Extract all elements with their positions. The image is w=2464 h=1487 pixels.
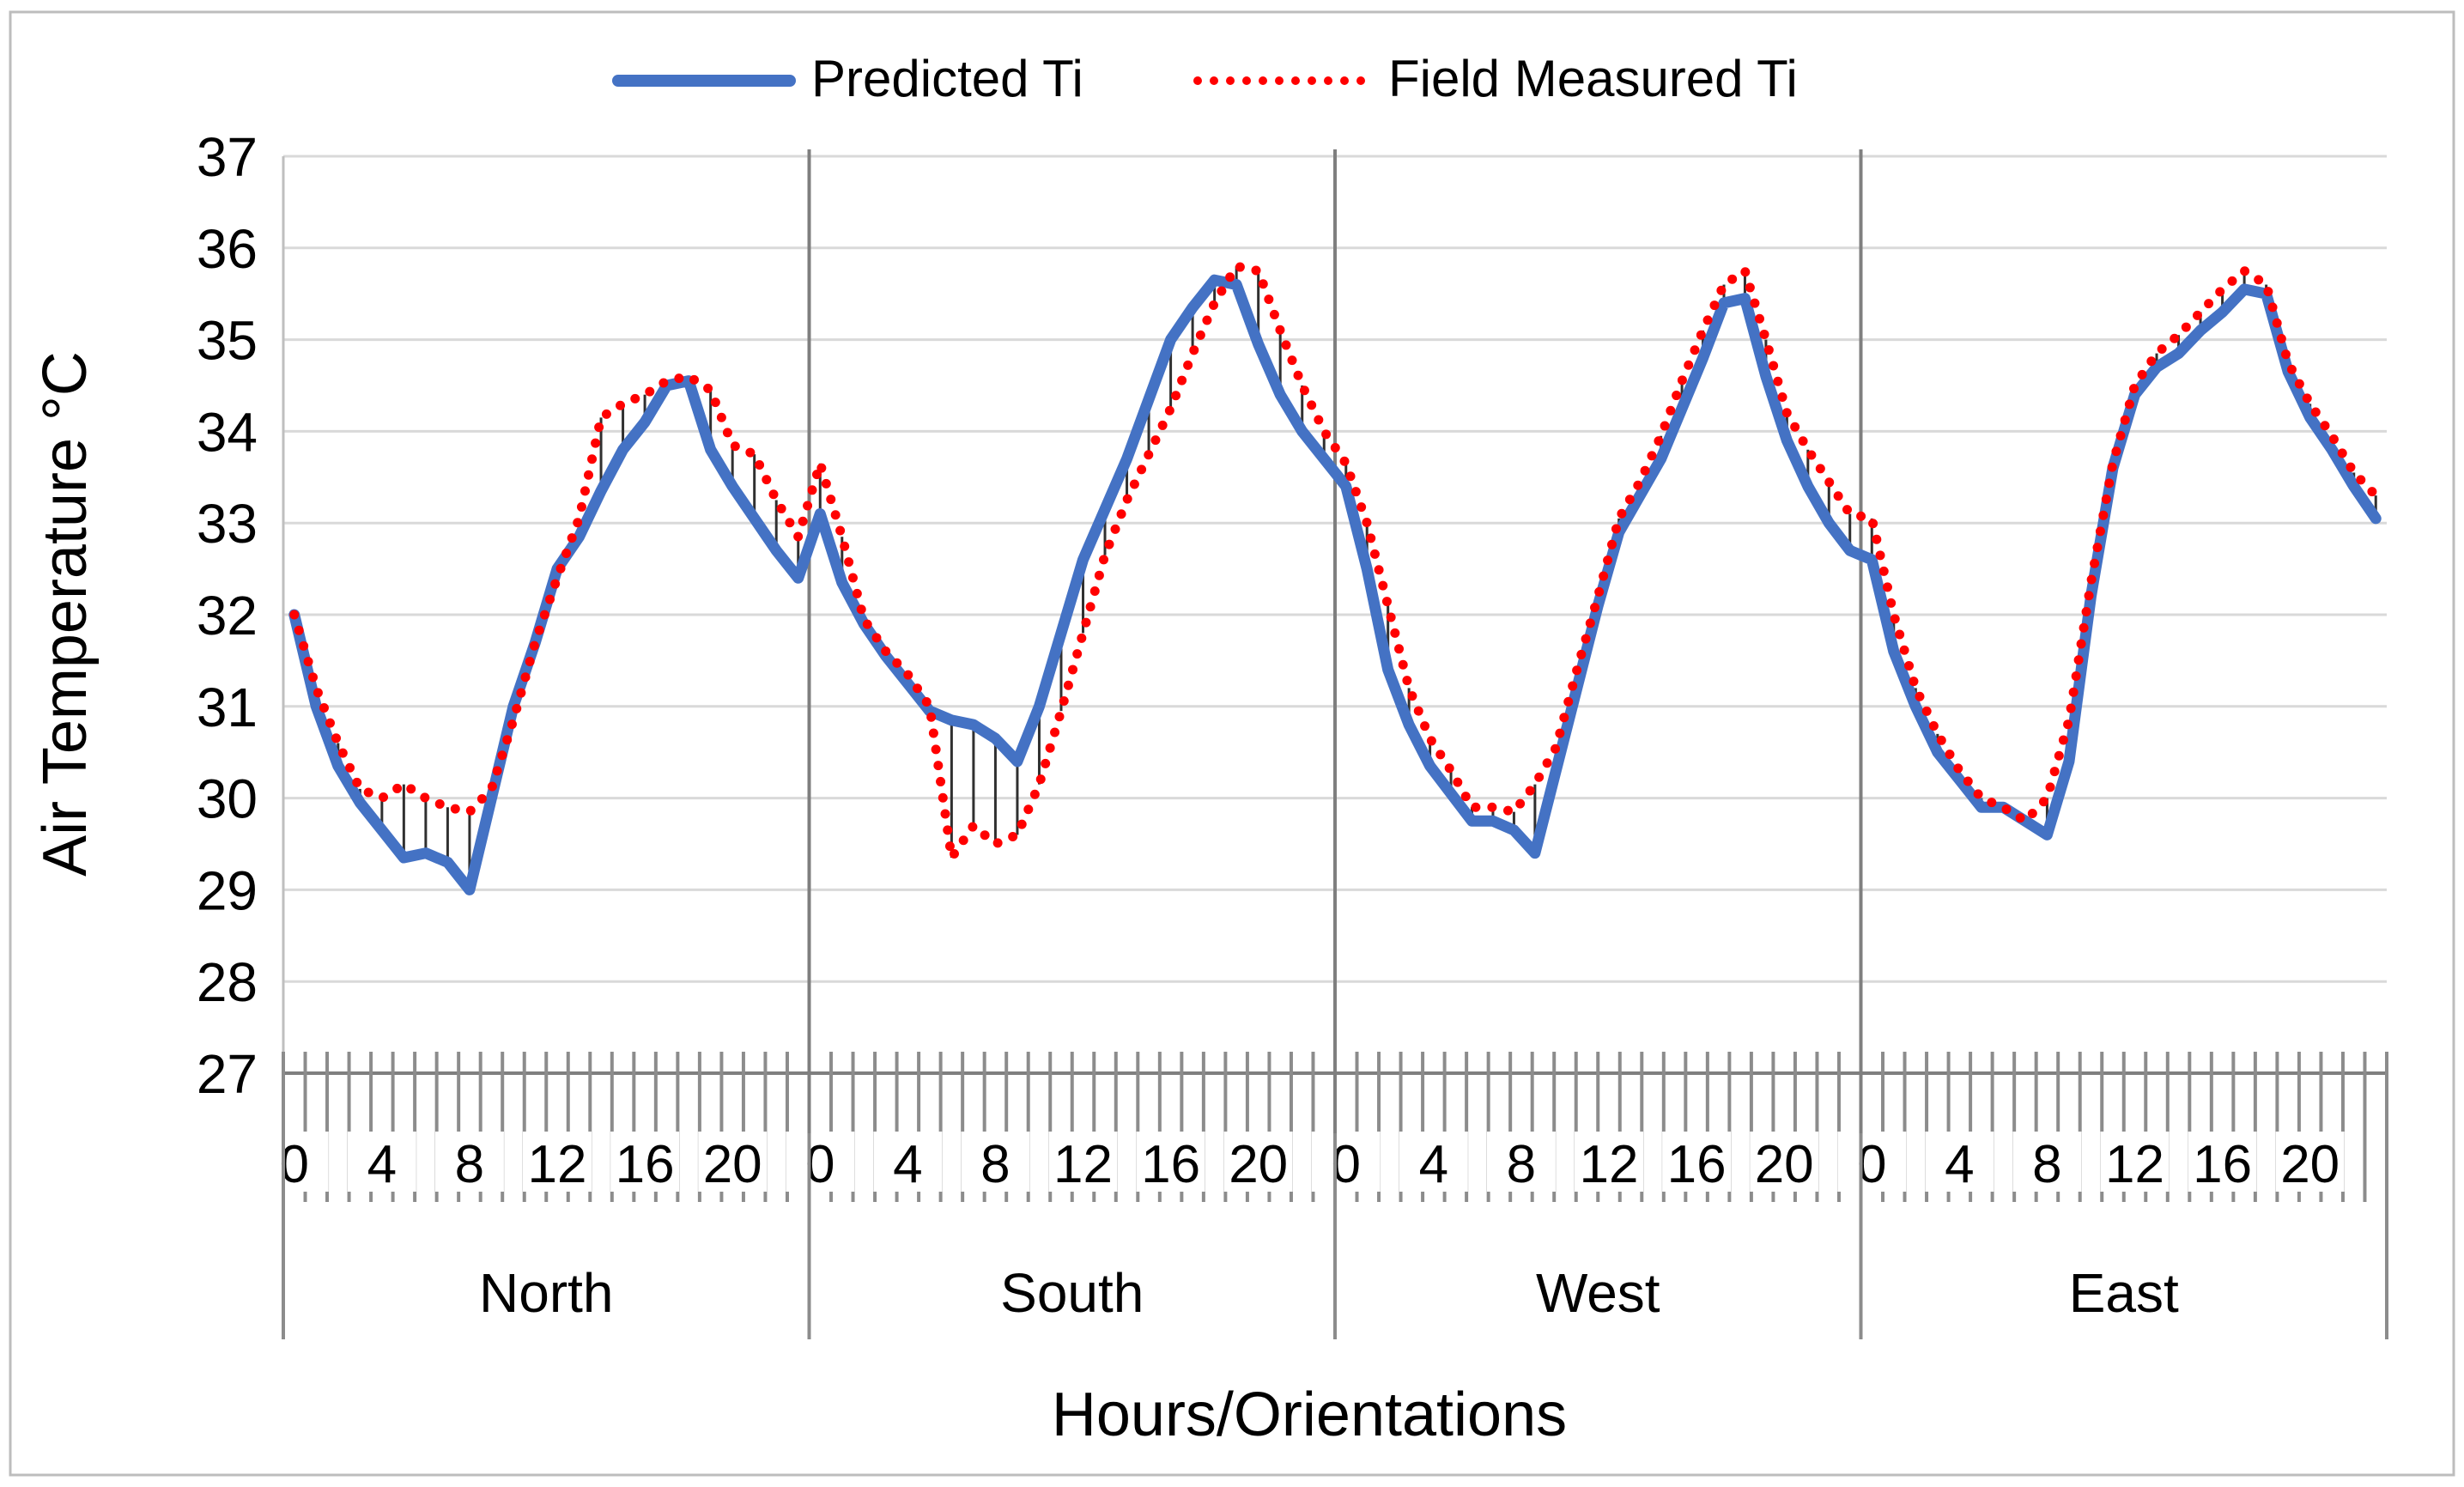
hour-tick-label: 20 (1229, 1135, 1288, 1194)
hour-tick-label: 4 (893, 1135, 922, 1194)
series-measured (289, 260, 2381, 871)
y-tick-label: 34 (197, 401, 258, 463)
tick-label-bg (347, 1132, 416, 1192)
y-tick-label: 30 (197, 768, 258, 830)
series-predicted (288, 274, 2382, 895)
y-axis: 27 28 29 30 31 32 33 34 35 36 37 (197, 126, 285, 1105)
hour-tick-label: 12 (1053, 1135, 1113, 1194)
measured-line (289, 260, 2381, 871)
tick-label-bg (1486, 1132, 1556, 1192)
hour-tick-label: 4 (367, 1135, 397, 1194)
tick-label-bg (1662, 1132, 1732, 1192)
tick-label-bg (786, 1132, 855, 1192)
tick-label-bg (961, 1132, 1030, 1192)
hour-tick-label: 16 (1667, 1135, 1727, 1194)
tick-label-bg (1136, 1132, 1205, 1192)
hour-tick-label: 16 (2193, 1135, 2252, 1194)
group-label: North (479, 1262, 614, 1324)
hour-tick-label: 16 (616, 1135, 675, 1194)
y-tick-label: 35 (197, 310, 258, 372)
y-tick-label: 32 (197, 585, 258, 646)
y-tick-label: 27 (197, 1043, 258, 1105)
tick-label-bg (610, 1132, 680, 1192)
tick-label-bg (1750, 1132, 1819, 1192)
tick-label-bg (2100, 1132, 2170, 1192)
y-tick-label: 37 (197, 126, 258, 188)
y-tick-label: 36 (197, 218, 258, 280)
tick-label-bg (259, 1132, 329, 1192)
hour-tick-label: 4 (1419, 1135, 1448, 1194)
predicted-line (288, 274, 2382, 895)
legend-label-predicted: Predicted Ti (811, 50, 1083, 107)
hour-tick-label: 4 (1945, 1135, 1974, 1194)
hour-tick-label: 8 (980, 1135, 1010, 1194)
hour-tick-label: 12 (2105, 1135, 2164, 1194)
tick-label-bg (698, 1132, 768, 1192)
hour-tick-label: 8 (2032, 1135, 2061, 1194)
tick-label-bg (2275, 1132, 2345, 1192)
y-tick-label: 28 (197, 951, 258, 1013)
hour-tick-label: 20 (2280, 1135, 2340, 1194)
group-label: South (1000, 1262, 1144, 1324)
y-axis-title: Air Temperature °C (31, 351, 100, 877)
y-tick-label: 29 (197, 859, 258, 921)
hour-tick-label: 12 (528, 1135, 587, 1194)
tick-label-bg (2012, 1132, 2082, 1192)
hour-tick-label: 20 (1755, 1135, 1814, 1194)
tick-label-bg (523, 1132, 592, 1192)
tick-label-bg (2188, 1132, 2257, 1192)
group-label: West (1536, 1262, 1660, 1324)
x-axis-title: Hours/Orientations (1052, 1381, 1567, 1449)
tick-label-bg (873, 1132, 943, 1192)
hour-tick-label: 12 (1580, 1135, 1639, 1194)
tick-label-bg (1311, 1132, 1381, 1192)
y-tick-label: 31 (197, 677, 258, 738)
chart-frame (9, 10, 2455, 1477)
y-tick-label: 33 (197, 493, 258, 555)
hour-tick-label: 8 (455, 1135, 484, 1194)
tick-label-bg (1223, 1132, 1293, 1192)
hour-tick-label: 8 (1507, 1135, 1536, 1194)
tick-label-bg (1399, 1132, 1468, 1192)
tick-label-bg (1048, 1132, 1118, 1192)
legend: Predicted Ti Field Measured Ti (612, 50, 1798, 107)
tick-label-bg (434, 1132, 504, 1192)
hour-tick-label: 16 (1141, 1135, 1200, 1194)
tick-label-bg (1837, 1132, 1907, 1192)
hour-tick-label: 20 (703, 1135, 762, 1194)
tick-label-bg (1925, 1132, 1994, 1192)
legend-label-measured: Field Measured Ti (1388, 50, 1798, 107)
group-label: East (2069, 1262, 2179, 1324)
tick-label-bg (1575, 1132, 1644, 1192)
